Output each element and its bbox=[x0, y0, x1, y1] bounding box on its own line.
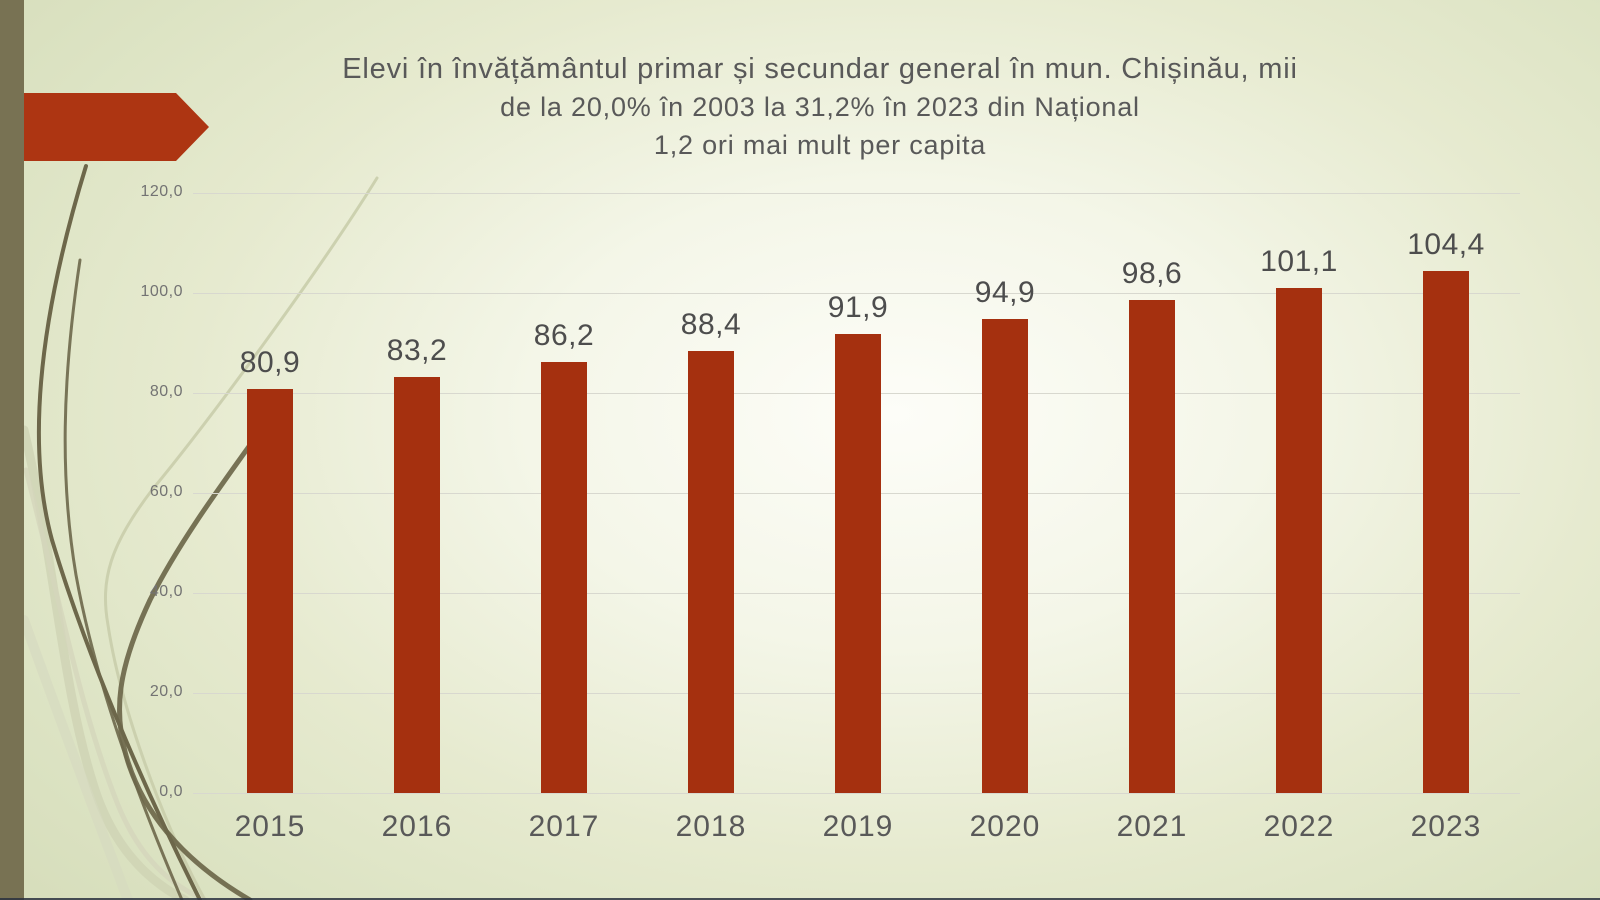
bar-value-label: 98,6 bbox=[1121, 257, 1183, 290]
y-gridline bbox=[193, 193, 1520, 194]
y-gridline bbox=[193, 293, 1520, 294]
bar-2018 bbox=[688, 351, 734, 793]
bar-value-label: 104,4 bbox=[1407, 228, 1485, 261]
bar-2015 bbox=[247, 388, 293, 793]
y-axis-tick-label: 120,0 bbox=[140, 183, 183, 200]
bar-2020 bbox=[982, 318, 1028, 793]
y-axis-tick-label: 40,0 bbox=[149, 583, 183, 600]
slide-title: Elevi în învățământul primar și secundar… bbox=[220, 50, 1420, 164]
x-axis-category-label: 2018 bbox=[675, 810, 747, 843]
bar-value-label: 88,4 bbox=[680, 308, 742, 341]
bar-2017 bbox=[541, 362, 587, 793]
bar-value-label: 94,9 bbox=[974, 275, 1036, 309]
x-axis-category-label: 2017 bbox=[528, 810, 600, 843]
bar-2023 bbox=[1423, 271, 1469, 793]
x-axis-category-label: 2019 bbox=[822, 810, 894, 843]
bar-value-label: 101,1 bbox=[1260, 244, 1338, 278]
bar-2019 bbox=[835, 333, 881, 793]
x-axis-category-label: 2021 bbox=[1116, 810, 1188, 843]
bar-value-label: 80,9 bbox=[239, 345, 301, 379]
y-axis-tick-label: 20,0 bbox=[149, 683, 183, 700]
bar-value-label: 91,9 bbox=[827, 290, 889, 324]
x-axis-category-label: 2020 bbox=[969, 810, 1041, 843]
y-axis-tick-label: 80,0 bbox=[149, 383, 183, 400]
bar-value-label: 83,2 bbox=[386, 334, 448, 367]
y-axis-tick-label: 100,0 bbox=[140, 283, 183, 300]
slide-title-line-1: Elevi în învățământul primar și secundar… bbox=[342, 53, 1298, 85]
x-axis-category-label: 2022 bbox=[1263, 810, 1335, 843]
bar-2021 bbox=[1129, 300, 1175, 793]
x-axis-category-label: 2023 bbox=[1410, 810, 1482, 843]
slide-bottom-edge bbox=[0, 898, 1600, 900]
y-axis-tick-label: 60,0 bbox=[149, 483, 183, 500]
bar-value-label: 86,2 bbox=[533, 319, 595, 352]
x-axis-category-label: 2016 bbox=[381, 810, 453, 843]
slide-title-line-2: de la 20,0% în 2003 la 31,2% în 2023 din… bbox=[500, 92, 1140, 122]
y-gridline bbox=[193, 793, 1520, 794]
y-axis-tick-label: 0,0 bbox=[159, 783, 183, 800]
bar-2016 bbox=[394, 377, 440, 793]
x-axis-category-label: 2015 bbox=[234, 810, 306, 843]
slide-title-line-3: 1,2 ori mai mult per capita bbox=[653, 130, 987, 160]
bar-2022 bbox=[1276, 287, 1322, 793]
